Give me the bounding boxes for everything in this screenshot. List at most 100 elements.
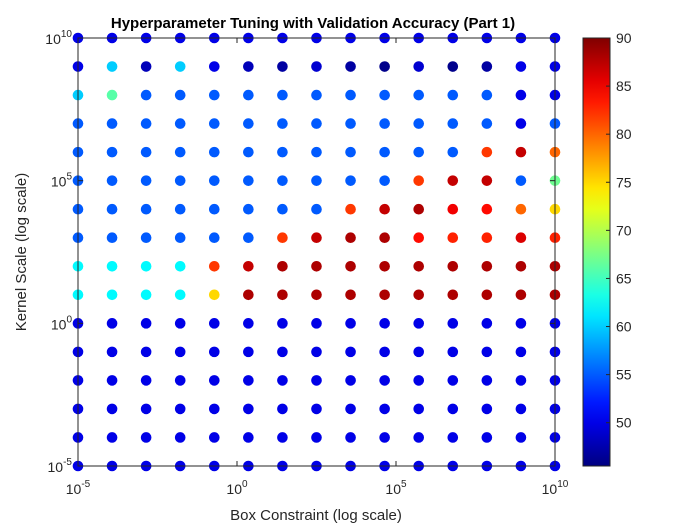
data-point: [413, 346, 425, 358]
data-point: [140, 146, 152, 158]
data-point: [277, 260, 288, 272]
data-point: [140, 203, 152, 215]
data-point: [413, 118, 425, 129]
data-point: [106, 375, 118, 386]
data-point: [345, 118, 356, 129]
data-point: [515, 232, 527, 244]
data-point: [413, 61, 425, 72]
data-point: [447, 346, 459, 358]
data-point: [311, 61, 322, 72]
x-tick-label: 105: [385, 479, 407, 497]
data-point: [140, 232, 152, 244]
data-point: [447, 318, 459, 329]
data-point: [379, 346, 390, 358]
data-point: [243, 346, 254, 358]
colorbar-tick-label: 80: [616, 126, 632, 142]
data-point: [447, 289, 459, 301]
y-tick-label: 10-5: [48, 457, 73, 475]
data-point: [413, 260, 425, 272]
data-point: [311, 175, 322, 186]
data-point: [311, 289, 322, 301]
data-point: [447, 432, 459, 443]
x-axis-label: Box Constraint (log scale): [230, 507, 402, 524]
colorbar: 50 55 60 65 70 75 80 85 90: [582, 30, 632, 467]
data-point: [413, 232, 425, 244]
data-point: [311, 260, 322, 272]
data-point: [106, 260, 118, 272]
data-point: [515, 318, 527, 329]
data-point: [174, 146, 186, 158]
data-point: [345, 375, 356, 386]
data-point: [140, 175, 152, 186]
data-point: [447, 146, 459, 158]
data-point: [447, 232, 459, 244]
data-point: [413, 175, 425, 186]
data-point: [277, 61, 288, 72]
data-point: [243, 61, 254, 72]
data-point: [413, 203, 425, 215]
data-point: [140, 118, 152, 129]
data-point: [106, 289, 118, 301]
data-point: [311, 146, 322, 158]
data-point: [277, 146, 288, 158]
data-point: [106, 318, 118, 329]
data-point: [515, 89, 527, 101]
data-point: [174, 289, 186, 301]
colorbar-tick-label: 50: [616, 415, 632, 431]
data-point: [379, 432, 390, 443]
data-point: [243, 403, 254, 415]
data-point: [345, 146, 356, 158]
data-point: [140, 318, 152, 329]
data-point: [345, 318, 356, 329]
data-point: [311, 318, 322, 329]
data-point: [174, 61, 186, 72]
data-point: [243, 260, 254, 272]
data-point: [208, 403, 220, 415]
chart-title: Hyperparameter Tuning with Validation Ac…: [111, 15, 515, 32]
data-point: [243, 289, 254, 301]
data-point: [140, 260, 152, 272]
data-point: [481, 89, 493, 101]
data-point: [277, 375, 288, 386]
data-point: [208, 89, 220, 101]
data-point: [481, 175, 493, 186]
data-point: [413, 375, 425, 386]
data-point: [243, 232, 254, 244]
data-point: [481, 432, 493, 443]
data-point: [515, 375, 527, 386]
data-point: [447, 203, 459, 215]
colorbar-tick-label: 65: [616, 270, 632, 286]
data-point: [379, 260, 390, 272]
colorbar-tick-label: 60: [616, 319, 632, 335]
data-point: [277, 318, 288, 329]
data-point: [106, 61, 118, 72]
data-point: [515, 61, 527, 72]
data-point: [447, 175, 459, 186]
y-tick-label: 105: [51, 172, 73, 190]
data-point: [413, 432, 425, 443]
data-point: [515, 403, 527, 415]
data-point: [379, 289, 390, 301]
data-point: [140, 61, 152, 72]
data-point: [481, 203, 493, 215]
data-point: [277, 89, 288, 101]
data-point: [208, 432, 220, 443]
x-tick-label: 1010: [542, 479, 569, 497]
data-point: [174, 403, 186, 415]
data-point: [379, 118, 390, 129]
data-point: [447, 89, 459, 101]
y-axis-label: Kernel Scale (log scale): [13, 173, 30, 331]
data-point: [345, 61, 356, 72]
data-point: [208, 146, 220, 158]
data-point: [515, 289, 527, 301]
data-point: [515, 260, 527, 272]
scatter-points: [72, 32, 561, 472]
data-point: [208, 289, 220, 301]
data-point: [311, 403, 322, 415]
data-point: [277, 203, 288, 215]
data-point: [208, 346, 220, 358]
data-point: [447, 375, 459, 386]
data-point: [208, 232, 220, 244]
data-point: [243, 146, 254, 158]
